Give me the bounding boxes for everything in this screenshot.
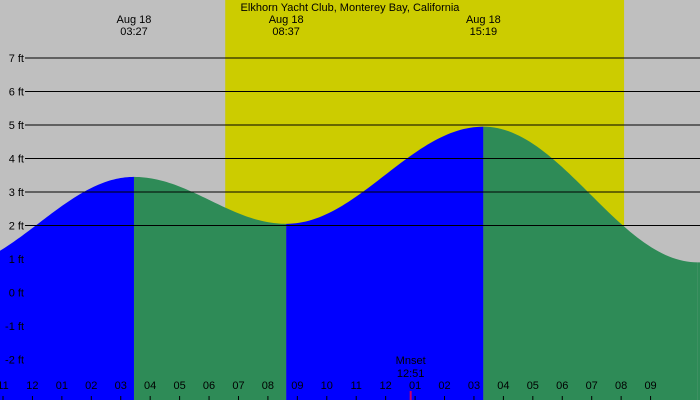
x-tick-label: 06 [203, 380, 215, 392]
y-tick-label: 2 ft [9, 221, 24, 233]
x-tick-label: 12 [26, 380, 38, 392]
y-tick-label: 5 ft [9, 120, 24, 132]
falling-tide-area [133, 176, 287, 400]
tide-extreme-time: 03:27 [120, 26, 148, 38]
x-tick-label: 07 [232, 380, 244, 392]
x-tick-label: 04 [144, 380, 156, 392]
rising-tide-area [0, 176, 134, 400]
tide-extreme-date: Aug 18 [466, 14, 501, 26]
x-axis-ticks: 11 12 01 02 03 04 05 06 07 08 09 10 11 12 01 02 03 04 05 06… [0, 380, 657, 400]
x-tick-label: 01 [409, 380, 421, 392]
gridlines [25, 57, 700, 226]
y-tick-label: 1 ft [9, 254, 24, 266]
moonset-label: Mnset [396, 355, 426, 367]
x-tick-label: 11 [0, 380, 9, 392]
y-tick-label: -2 ft [5, 355, 24, 367]
tide-areas [0, 126, 700, 400]
x-tick-label: 10 [321, 380, 333, 392]
x-tick-label: 03 [115, 380, 127, 392]
y-axis-labels: 7 ft 6 ft 5 ft 4 ft 3 ft 2 ft 1 ft 0 ft -1 ft -2 … [5, 53, 24, 367]
y-tick-label: 6 ft [9, 87, 24, 99]
y-tick-label: 3 ft [9, 187, 24, 199]
x-tick-label: 08 [615, 380, 627, 392]
x-tick-label: 11 [351, 380, 362, 392]
rising-tide-area [286, 126, 484, 400]
tide-extreme-date: Aug 18 [117, 14, 152, 26]
tide-extreme-date: Aug 18 [269, 14, 304, 26]
y-tick-label: -1 ft [5, 321, 24, 333]
y-tick-label: 0 ft [9, 288, 24, 300]
y-tick-label: 7 ft [9, 53, 24, 65]
y-tick-label: 4 ft [9, 154, 24, 166]
x-tick-label: 09 [291, 380, 303, 392]
x-tick-label: 08 [262, 380, 274, 392]
falling-tide-area [697, 262, 700, 400]
x-tick-label: 01 [56, 380, 68, 392]
x-tick-label: 02 [85, 380, 97, 392]
tide-extreme-time: 15:19 [470, 26, 498, 38]
x-tick-label: 04 [497, 380, 509, 392]
x-tick-label: 12 [380, 380, 392, 392]
x-tick-label: 02 [438, 380, 450, 392]
x-tick-label: 03 [468, 380, 480, 392]
x-tick-label: 05 [527, 380, 539, 392]
x-tick-label: 07 [586, 380, 598, 392]
tide-extreme-time: 08:37 [272, 26, 300, 38]
falling-tide-area [483, 126, 698, 400]
x-tick-label: 09 [644, 380, 656, 392]
chart-title: Elkhorn Yacht Club, Monterey Bay, Califo… [241, 2, 461, 14]
moonset-time: 12:51 [397, 368, 425, 380]
x-tick-label: 06 [556, 380, 568, 392]
x-tick-label: 05 [173, 380, 185, 392]
